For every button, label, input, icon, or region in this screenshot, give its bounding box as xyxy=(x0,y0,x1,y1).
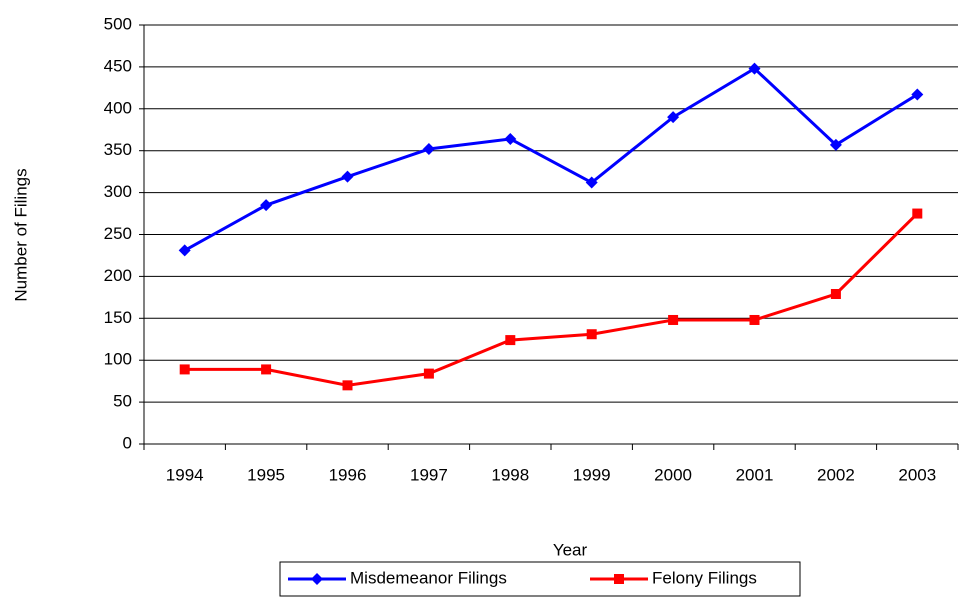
legend-box xyxy=(279,561,801,597)
x-tick-label: 2001 xyxy=(736,465,774,484)
x-axis-title: Year xyxy=(553,540,588,559)
point xyxy=(829,138,842,151)
legend-marker xyxy=(614,574,624,584)
y-tick-label: 300 xyxy=(104,182,132,201)
point xyxy=(586,329,597,340)
y-tick-label: 50 xyxy=(113,392,132,411)
x-tick-label: 2000 xyxy=(654,465,692,484)
point xyxy=(912,208,923,219)
y-axis-title: Number of Filings xyxy=(11,168,30,301)
point xyxy=(179,364,190,375)
point xyxy=(667,111,680,124)
point xyxy=(260,199,273,212)
point xyxy=(505,335,516,346)
point xyxy=(748,62,761,75)
x-tick-label: 2002 xyxy=(817,465,855,484)
point xyxy=(749,314,760,325)
point xyxy=(911,88,924,101)
point xyxy=(342,380,353,391)
x-tick-label: 2003 xyxy=(898,465,936,484)
point xyxy=(341,170,354,183)
point xyxy=(830,288,841,299)
x-tick-label: 1997 xyxy=(410,465,448,484)
point xyxy=(422,143,435,156)
x-tick-label: 1998 xyxy=(491,465,529,484)
y-tick-label: 500 xyxy=(104,14,132,33)
y-tick-label: 0 xyxy=(123,433,132,452)
x-tick-label: 1996 xyxy=(329,465,367,484)
y-tick-label: 400 xyxy=(104,98,132,117)
y-tick-label: 450 xyxy=(104,56,132,75)
legend-marker xyxy=(311,573,323,585)
y-tick-label: 250 xyxy=(104,224,132,243)
point xyxy=(423,368,434,379)
point xyxy=(178,244,191,257)
point xyxy=(585,176,598,189)
x-tick-label: 1994 xyxy=(166,465,204,484)
legend-label: Felony Filings xyxy=(652,568,757,587)
line xyxy=(184,212,919,387)
x-tick-label: 1999 xyxy=(573,465,611,484)
point xyxy=(261,364,272,375)
y-tick-label: 100 xyxy=(104,350,132,369)
point xyxy=(668,314,679,325)
x-tick-label: 1995 xyxy=(247,465,285,484)
legend-label: Misdemeanor Filings xyxy=(350,568,507,587)
point xyxy=(504,132,517,145)
y-tick-label: 150 xyxy=(104,308,132,327)
y-tick-label: 350 xyxy=(104,140,132,159)
line xyxy=(183,66,919,252)
y-tick-label: 200 xyxy=(104,266,132,285)
